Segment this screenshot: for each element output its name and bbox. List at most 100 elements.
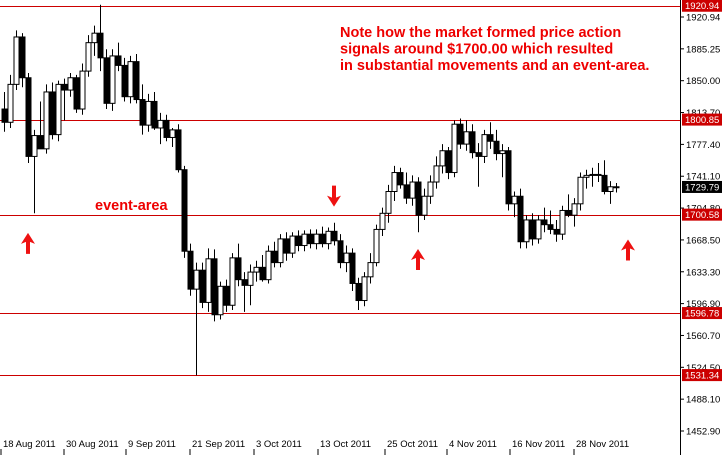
date-tick-label: 3 Oct 2011: [256, 439, 302, 450]
price-tick-label: 1885.25: [686, 44, 720, 55]
level-label-box: [682, 307, 722, 320]
signal-arrow-up: [411, 249, 425, 271]
candle: [307, 229, 314, 249]
candle: [229, 253, 236, 311]
candle: [37, 101, 44, 150]
candle-body-bull: [409, 181, 416, 199]
candle-body-bear: [115, 55, 122, 66]
price-tick-label: 1741.10: [686, 172, 720, 183]
price-axis-labels: 1920.94 1885.25 1850.00 1813.70 1777.40 1741.…: [680, 0, 722, 438]
candle-body-bull: [301, 233, 308, 247]
candle-body-bear: [601, 174, 608, 193]
candle-body-bear: [187, 250, 194, 290]
price-tick-label: 1452.90: [686, 427, 720, 438]
candle: [175, 124, 182, 173]
candle: [25, 72, 32, 164]
candle-body-bull: [367, 262, 374, 278]
candle: [91, 25, 98, 56]
candle-body-bear: [595, 173, 602, 176]
candle-body-bear: [1, 108, 8, 123]
candle: [439, 144, 446, 174]
price-tick-label: 1524.50: [686, 363, 720, 374]
candle-body-bear: [397, 172, 404, 186]
candle: [43, 84, 50, 154]
candle-body-bear: [529, 219, 536, 240]
candle-body-bear: [121, 64, 128, 98]
candle: [325, 227, 332, 250]
candle: [181, 165, 188, 258]
price-tick-label: 1920.94: [686, 13, 720, 24]
candle: [535, 215, 542, 244]
candle: [289, 232, 296, 258]
candle: [253, 260, 260, 282]
candle-body-bull: [55, 83, 62, 136]
candle-body-bull: [427, 181, 434, 197]
candle-body-bear: [505, 150, 512, 205]
candle-body-bear: [295, 235, 302, 247]
signal-arrows: [21, 185, 635, 271]
candle: [295, 230, 302, 252]
price-tick-label: 1633.30: [686, 267, 720, 278]
candle-body-bear: [469, 131, 476, 154]
date-tick-label: 28 Nov 2011: [576, 439, 629, 450]
candle-body-bull: [253, 266, 260, 273]
candle-body-bull: [127, 61, 134, 98]
candle-body-bull: [343, 252, 350, 264]
candle-body-bear: [475, 152, 482, 157]
candle: [469, 124, 476, 159]
candle: [547, 210, 554, 235]
level-label-box: [682, 113, 722, 126]
candle-body-bull: [583, 174, 590, 178]
candle-body-bull: [265, 250, 272, 281]
price-tick-label: 1668.50: [686, 235, 720, 246]
candle: [343, 245, 350, 273]
candle-body-bear: [487, 134, 494, 142]
candle: [493, 129, 500, 161]
candle: [247, 264, 254, 306]
candle-body-bear: [49, 91, 56, 136]
candle: [97, 4, 104, 72]
candle-body-bear: [133, 61, 140, 101]
candle-body-bull: [559, 209, 566, 235]
date-tick-label: 16 Nov 2011: [512, 439, 565, 450]
candle-body-bull: [229, 257, 236, 306]
candle: [541, 207, 548, 233]
candle-body-bear: [235, 257, 242, 281]
candle: [259, 255, 266, 282]
candle: [445, 146, 452, 180]
candle: [577, 172, 584, 211]
candle: [235, 243, 242, 287]
candle: [151, 91, 158, 130]
candle: [145, 93, 152, 132]
candle: [559, 205, 566, 240]
candle: [139, 84, 146, 135]
candle-body-bear: [61, 83, 68, 91]
annotation-line: Note how the market formed price action: [340, 25, 621, 41]
candle: [355, 277, 362, 311]
candle: [409, 175, 416, 206]
date-tick-label: 13 Oct 2011: [320, 439, 371, 450]
candle: [187, 243, 194, 296]
candle-body-bull: [361, 276, 368, 302]
candle: [79, 63, 86, 115]
annotation-line: in substantial movements and an event-ar…: [340, 58, 649, 74]
candle-body-bull: [85, 42, 92, 72]
candle: [205, 248, 212, 312]
candle: [391, 165, 398, 201]
candle-body-bull: [43, 91, 50, 150]
candle: [73, 74, 80, 113]
candle-body-bear: [415, 181, 422, 216]
candle-body-bear: [349, 252, 356, 284]
candle: [103, 49, 110, 110]
date-tick-label: 18 Aug 2011: [3, 439, 56, 450]
candle-body-bull: [439, 150, 446, 167]
price-tick-label: 1850.00: [686, 76, 720, 87]
date-tick-label: 21 Sep 2011: [192, 439, 245, 450]
event-area-label: event-area: [95, 198, 168, 214]
candle: [223, 279, 230, 312]
candle-body-bear: [103, 57, 110, 104]
candle: [427, 175, 434, 204]
candle-body-bull: [13, 36, 20, 85]
